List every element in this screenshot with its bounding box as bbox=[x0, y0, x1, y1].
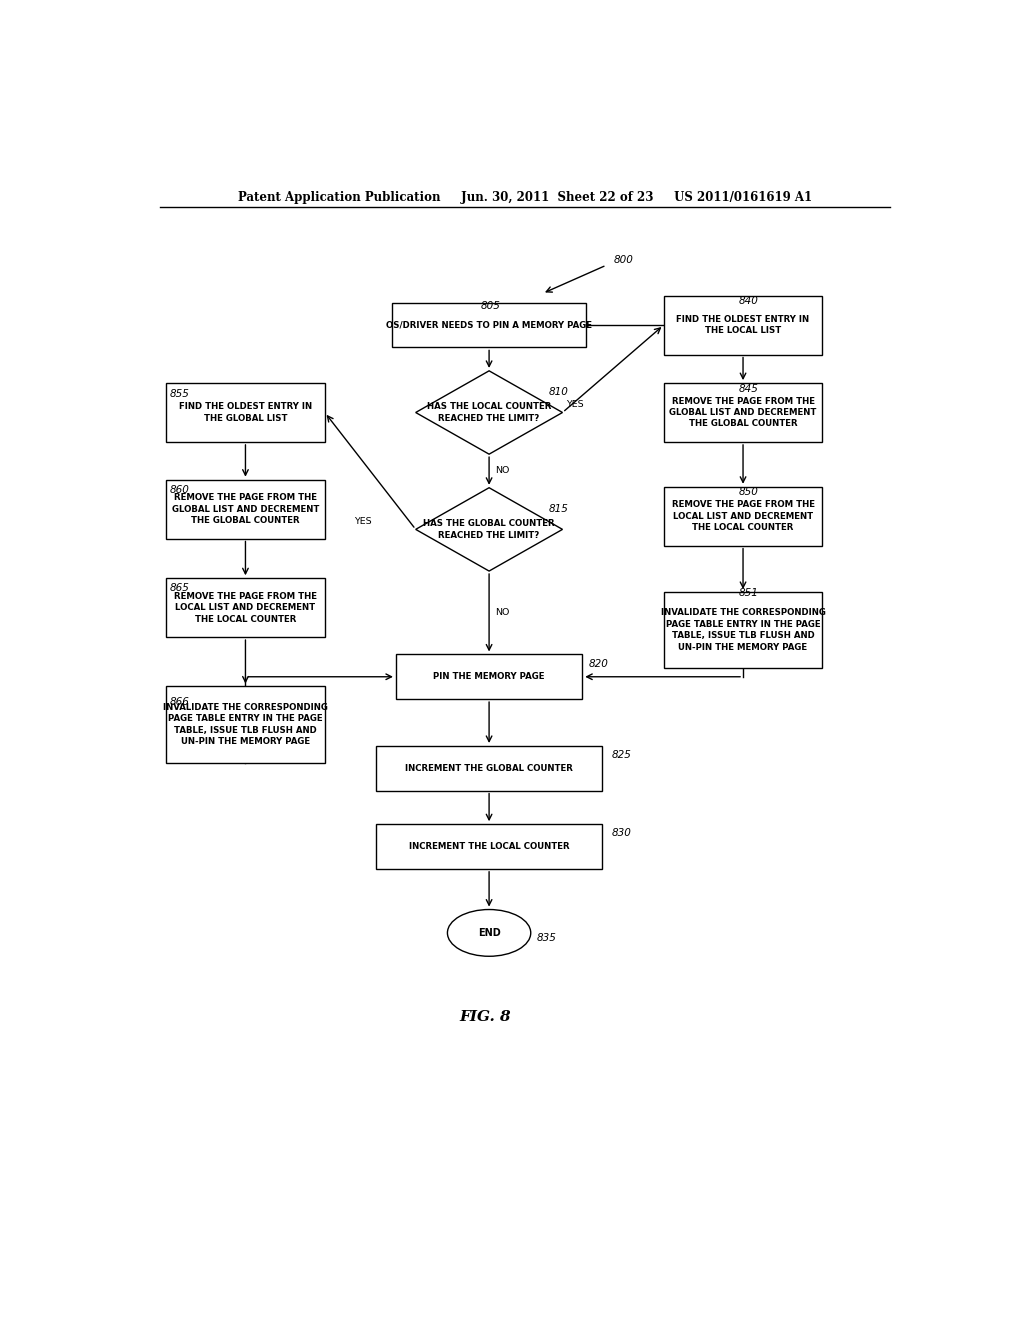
FancyBboxPatch shape bbox=[396, 655, 583, 700]
Text: NO: NO bbox=[496, 609, 510, 618]
FancyBboxPatch shape bbox=[376, 824, 602, 869]
Text: YES: YES bbox=[354, 516, 372, 525]
Text: REMOVE THE PAGE FROM THE
GLOBAL LIST AND DECREMENT
THE GLOBAL COUNTER: REMOVE THE PAGE FROM THE GLOBAL LIST AND… bbox=[172, 494, 319, 525]
Text: 851: 851 bbox=[739, 589, 759, 598]
Text: YES: YES bbox=[566, 400, 584, 409]
FancyBboxPatch shape bbox=[664, 383, 822, 442]
Text: INCREMENT THE GLOBAL COUNTER: INCREMENT THE GLOBAL COUNTER bbox=[406, 764, 573, 772]
Text: 830: 830 bbox=[612, 828, 632, 838]
Text: 855: 855 bbox=[170, 389, 189, 399]
Ellipse shape bbox=[447, 909, 530, 956]
Text: FIG. 8: FIG. 8 bbox=[460, 1010, 511, 1024]
Polygon shape bbox=[416, 371, 562, 454]
Text: 865: 865 bbox=[170, 583, 189, 593]
Text: 866: 866 bbox=[170, 697, 189, 708]
FancyBboxPatch shape bbox=[664, 296, 822, 355]
Text: FIND THE OLDEST ENTRY IN
THE LOCAL LIST: FIND THE OLDEST ENTRY IN THE LOCAL LIST bbox=[677, 315, 810, 335]
Text: HAS THE LOCAL COUNTER
REACHED THE LIMIT?: HAS THE LOCAL COUNTER REACHED THE LIMIT? bbox=[427, 403, 551, 422]
FancyBboxPatch shape bbox=[166, 479, 325, 539]
Text: INVALIDATE THE CORRESPONDING
PAGE TABLE ENTRY IN THE PAGE
TABLE, ISSUE TLB FLUSH: INVALIDATE THE CORRESPONDING PAGE TABLE … bbox=[163, 702, 328, 746]
FancyBboxPatch shape bbox=[664, 487, 822, 545]
Text: NO: NO bbox=[496, 466, 510, 475]
Text: 845: 845 bbox=[739, 384, 759, 395]
Text: OS/DRIVER NEEDS TO PIN A MEMORY PAGE: OS/DRIVER NEEDS TO PIN A MEMORY PAGE bbox=[386, 321, 592, 330]
FancyBboxPatch shape bbox=[166, 686, 325, 763]
Text: END: END bbox=[478, 928, 501, 939]
Text: PIN THE MEMORY PAGE: PIN THE MEMORY PAGE bbox=[433, 672, 545, 681]
Text: 860: 860 bbox=[170, 484, 189, 495]
FancyBboxPatch shape bbox=[166, 578, 325, 638]
Text: 820: 820 bbox=[588, 659, 608, 668]
Text: FIND THE OLDEST ENTRY IN
THE GLOBAL LIST: FIND THE OLDEST ENTRY IN THE GLOBAL LIST bbox=[179, 403, 312, 422]
Text: Patent Application Publication     Jun. 30, 2011  Sheet 22 of 23     US 2011/016: Patent Application Publication Jun. 30, … bbox=[238, 190, 812, 203]
Text: REMOVE THE PAGE FROM THE
GLOBAL LIST AND DECREMENT
THE GLOBAL COUNTER: REMOVE THE PAGE FROM THE GLOBAL LIST AND… bbox=[670, 396, 817, 429]
Text: 815: 815 bbox=[549, 504, 568, 513]
Text: 840: 840 bbox=[739, 296, 759, 306]
FancyBboxPatch shape bbox=[392, 302, 587, 347]
Text: INCREMENT THE LOCAL COUNTER: INCREMENT THE LOCAL COUNTER bbox=[409, 842, 569, 851]
Text: 805: 805 bbox=[481, 301, 501, 310]
FancyBboxPatch shape bbox=[664, 591, 822, 668]
FancyBboxPatch shape bbox=[376, 746, 602, 791]
FancyBboxPatch shape bbox=[166, 383, 325, 442]
Text: REMOVE THE PAGE FROM THE
LOCAL LIST AND DECREMENT
THE LOCAL COUNTER: REMOVE THE PAGE FROM THE LOCAL LIST AND … bbox=[672, 500, 814, 532]
Text: 850: 850 bbox=[739, 487, 759, 496]
Text: 835: 835 bbox=[537, 933, 557, 942]
Text: 810: 810 bbox=[549, 387, 568, 397]
Text: INVALIDATE THE CORRESPONDING
PAGE TABLE ENTRY IN THE PAGE
TABLE, ISSUE TLB FLUSH: INVALIDATE THE CORRESPONDING PAGE TABLE … bbox=[660, 609, 825, 652]
Text: 825: 825 bbox=[612, 750, 632, 760]
Text: REMOVE THE PAGE FROM THE
LOCAL LIST AND DECREMENT
THE LOCAL COUNTER: REMOVE THE PAGE FROM THE LOCAL LIST AND … bbox=[174, 591, 317, 623]
Text: HAS THE GLOBAL COUNTER
REACHED THE LIMIT?: HAS THE GLOBAL COUNTER REACHED THE LIMIT… bbox=[423, 519, 555, 540]
Polygon shape bbox=[416, 487, 562, 572]
Text: 800: 800 bbox=[613, 255, 634, 265]
